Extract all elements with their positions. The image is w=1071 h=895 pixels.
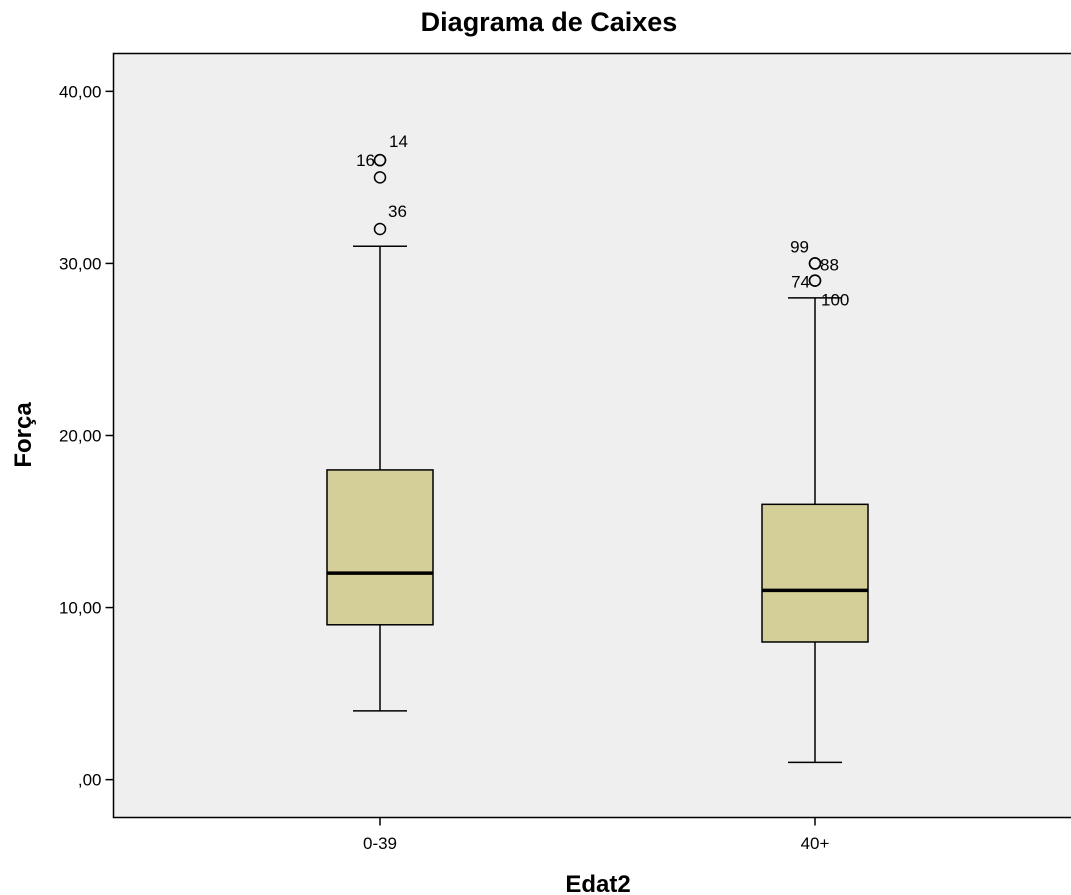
y-tick-label: 20,00 [59,427,102,446]
x-axis-title: Edat2 [565,871,630,895]
outlier-label: 14 [389,132,408,151]
outlier-point [373,153,387,167]
box-series: 14 16 36 99 88 74 100 [326,132,869,764]
iqr-box [326,469,434,626]
outlier-point [373,171,387,184]
x-tick-label: 0-39 [363,834,397,853]
chart-title: Diagrama de Caixes [421,7,678,37]
outlier-label: 16 [356,151,375,170]
y-tick-label: 30,00 [59,254,102,273]
outlier-label: 88 [820,255,839,274]
plot-area [112,52,1071,819]
box-group: 14 16 36 [326,132,434,712]
y-tick-label: ,00 [78,771,102,790]
y-axis: ,00 10,00 20,00 30,00 40,00 [59,82,114,790]
outlier-point [808,257,822,270]
iqr-box [761,503,869,643]
outlier-label: 36 [388,202,407,221]
outlier-point [808,274,822,287]
outlier-point [373,222,387,236]
x-axis: 0-39 40+ [363,817,830,853]
y-tick-label: 40,00 [59,82,102,101]
x-tick-label: 40+ [801,834,830,853]
y-axis-title: Força [10,402,37,468]
outlier-label: 100 [821,291,849,310]
box-group: 99 88 74 100 [761,237,869,764]
outlier-label: 99 [790,237,809,256]
outlier-label: 74 [791,273,810,292]
y-tick-label: 10,00 [59,599,102,618]
